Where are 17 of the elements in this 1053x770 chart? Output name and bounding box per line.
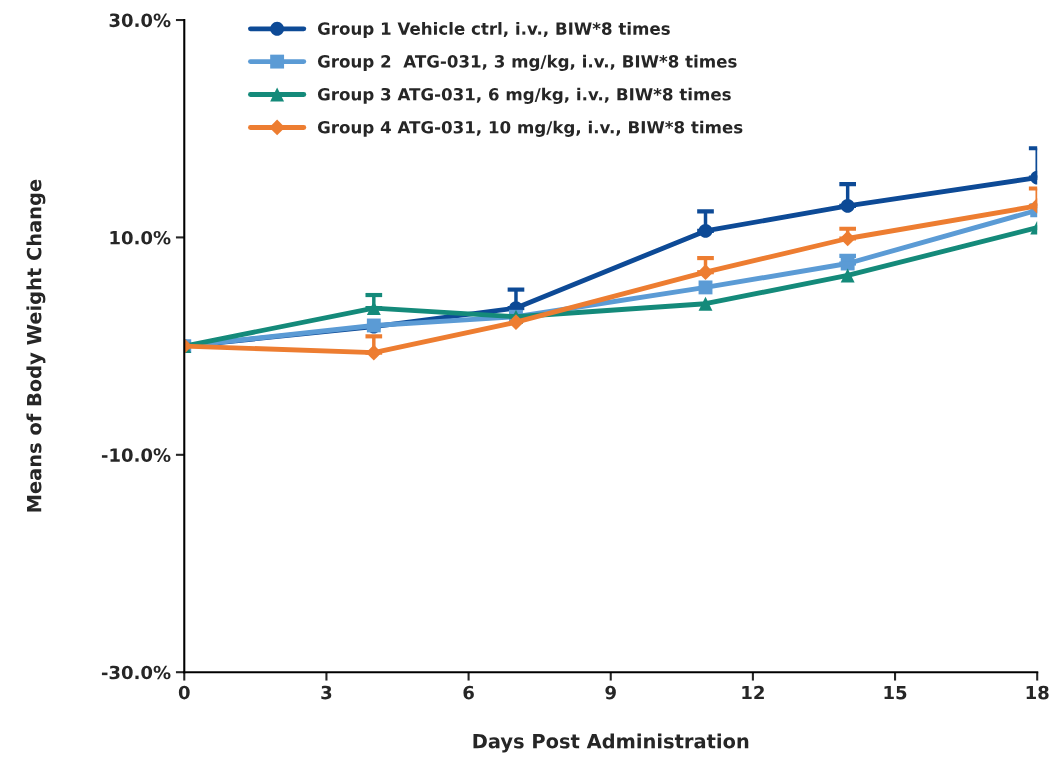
y-tick-label: 10.0%: [110, 230, 171, 245]
x-tick-label: 15: [884, 685, 907, 700]
x-tick-label: 3: [321, 685, 332, 700]
y-axis-title: Means of Body Weight Change: [26, 179, 46, 512]
x-tick-label: 9: [605, 685, 616, 700]
x-tick-label: 12: [742, 685, 764, 700]
y-tick-label: 30.0%: [109, 13, 171, 28]
x-tick-label: 0: [178, 685, 190, 700]
legend-label: Group 3 ATG-031, 6 mg/kg, i.v., BIW*8 times: [317, 87, 731, 104]
x-axis-title: Days Post Administration: [473, 733, 749, 753]
x-tick-label: 18: [1026, 685, 1049, 700]
legend-label: Group 1 Vehicle ctrl, i.v., BIW*8 times: [317, 21, 670, 39]
x-tick-label: 6: [463, 685, 474, 700]
y-tick-label: -30.0%: [101, 665, 171, 680]
legend-label: Group 2 ATG-031, 3 mg/kg, i.v., BIW*8 times: [317, 54, 737, 72]
y-tick-label: -10.0%: [101, 448, 171, 462]
legend-label: Group 4 ATG-031, 10 mg/kg, i.v., BIW*8 times: [317, 120, 743, 137]
